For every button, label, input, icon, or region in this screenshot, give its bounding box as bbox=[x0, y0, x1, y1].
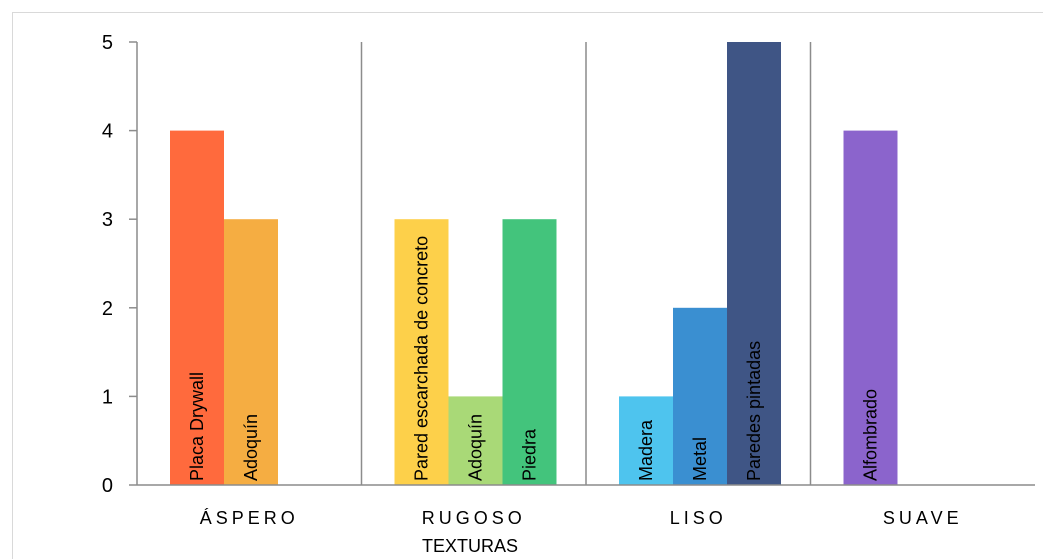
bar bbox=[619, 396, 673, 485]
y-tick-label: 2 bbox=[102, 298, 113, 320]
x-axis-title: TEXTURAS bbox=[422, 536, 518, 556]
category-label: LISO bbox=[670, 508, 727, 528]
category-label: ÁSPERO bbox=[200, 508, 299, 528]
y-tick-label: 1 bbox=[102, 386, 113, 408]
bar-label: Alfombrado bbox=[861, 389, 881, 481]
bar bbox=[394, 219, 449, 485]
bar bbox=[843, 130, 898, 485]
bar-label: Placa Drywall bbox=[187, 372, 207, 481]
chart-frame bbox=[12, 12, 1043, 559]
bar-label: Madera bbox=[636, 419, 656, 481]
axes bbox=[129, 41, 1035, 486]
bar-label: Paredes pintadas bbox=[744, 341, 764, 481]
bar-label: Adoquín bbox=[241, 414, 261, 481]
bar bbox=[673, 307, 727, 485]
bar-labels: Placa Drywall Adoquín Pared escarchada de … bbox=[187, 236, 881, 481]
bar bbox=[448, 396, 503, 485]
bar bbox=[224, 219, 278, 485]
bar bbox=[170, 130, 224, 485]
bar-label: Metal bbox=[690, 437, 710, 481]
y-tick-label: 5 bbox=[102, 32, 113, 54]
bars bbox=[170, 42, 898, 485]
y-tick-label: 0 bbox=[102, 475, 113, 497]
category-label: RUGOSO bbox=[422, 508, 526, 528]
bar-label: Piedra bbox=[520, 428, 540, 481]
bar-label: Pared escarchada de concreto bbox=[412, 236, 432, 481]
y-tick-label: 4 bbox=[102, 121, 113, 143]
group-separators bbox=[360, 42, 812, 485]
bar bbox=[727, 42, 781, 485]
category-labels: ÁSPERO RUGOSO LISO SUAVE bbox=[200, 508, 963, 528]
bar bbox=[502, 219, 557, 485]
y-tick-labels: 0 1 2 3 4 5 bbox=[102, 32, 113, 497]
y-tick-label: 3 bbox=[102, 209, 113, 231]
bar-label: Adoquín bbox=[466, 414, 486, 481]
category-label: SUAVE bbox=[883, 508, 963, 528]
